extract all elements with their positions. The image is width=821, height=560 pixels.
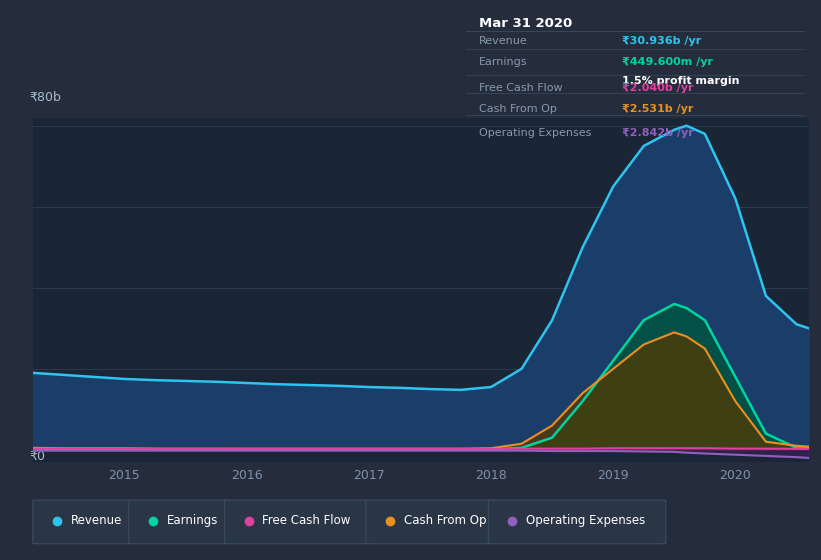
Text: Mar 31 2020: Mar 31 2020	[479, 17, 572, 30]
Text: Operating Expenses: Operating Expenses	[526, 514, 645, 528]
FancyBboxPatch shape	[33, 500, 135, 544]
Text: Revenue: Revenue	[71, 514, 122, 528]
FancyBboxPatch shape	[225, 500, 372, 544]
Text: Cash From Op: Cash From Op	[479, 104, 557, 114]
Text: Cash From Op: Cash From Op	[404, 514, 486, 528]
Text: Free Cash Flow: Free Cash Flow	[479, 83, 562, 92]
Text: Earnings: Earnings	[479, 57, 528, 67]
Text: ₹449.600m /yr: ₹449.600m /yr	[621, 57, 713, 67]
Text: 1.5% profit margin: 1.5% profit margin	[621, 76, 740, 86]
FancyBboxPatch shape	[129, 500, 231, 544]
Text: Earnings: Earnings	[167, 514, 218, 528]
Text: Operating Expenses: Operating Expenses	[479, 128, 591, 138]
Text: ₹0: ₹0	[29, 450, 45, 463]
FancyBboxPatch shape	[366, 500, 494, 544]
Text: ₹2.842b /yr: ₹2.842b /yr	[621, 128, 694, 138]
Text: ₹80b: ₹80b	[29, 91, 61, 104]
Text: Revenue: Revenue	[479, 36, 528, 46]
Text: ₹2.531b /yr: ₹2.531b /yr	[621, 104, 693, 114]
Text: ₹30.936b /yr: ₹30.936b /yr	[621, 36, 701, 46]
Text: Free Cash Flow: Free Cash Flow	[263, 514, 351, 528]
FancyBboxPatch shape	[488, 500, 666, 544]
Text: ₹2.040b /yr: ₹2.040b /yr	[621, 83, 694, 92]
